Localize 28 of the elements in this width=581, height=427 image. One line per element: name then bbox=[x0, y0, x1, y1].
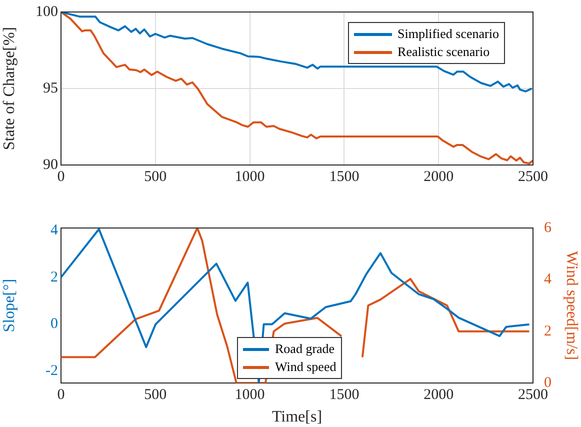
y-tick-label: 0 bbox=[50, 316, 58, 332]
y2-tick-label: 4 bbox=[544, 272, 552, 288]
x-tick-label: 1500 bbox=[329, 386, 360, 403]
y2-axis-title: Wind speed[m/s] bbox=[563, 250, 580, 360]
y-tick-label: 2 bbox=[50, 269, 58, 286]
y-tick-label: 90 bbox=[43, 156, 58, 173]
legend-label: Road grade bbox=[275, 341, 335, 357]
y-tick-label: 4 bbox=[50, 222, 58, 238]
x-tick-label: 2000 bbox=[424, 386, 454, 403]
y-axis-title: Slope[°] bbox=[0, 278, 18, 332]
x-axis-title: Time[s] bbox=[272, 408, 322, 426]
y-tick-label: -2 bbox=[46, 363, 58, 380]
y2-tick-label: 6 bbox=[544, 220, 552, 236]
x-tick-label: 500 bbox=[144, 386, 167, 403]
x-tick-label: 1500 bbox=[329, 168, 360, 185]
y-tick-label: 100 bbox=[36, 4, 58, 20]
x-tick-label: 2500 bbox=[518, 386, 548, 403]
x-tick-label: 1000 bbox=[234, 386, 265, 403]
x-tick-label: 2000 bbox=[424, 168, 454, 185]
y2-tick-label: 2 bbox=[544, 323, 552, 340]
x-tick-label: 2500 bbox=[518, 168, 548, 185]
legend-label: Wind speed bbox=[275, 359, 336, 375]
y-axis-title: State of Charge[%] bbox=[0, 26, 18, 150]
x-tick-label: 500 bbox=[144, 168, 167, 185]
legend-label: Simplified scenario bbox=[398, 26, 499, 42]
y-tick-label: 95 bbox=[43, 80, 58, 96]
x-tick-label: 1000 bbox=[234, 168, 265, 185]
legend-label: Realistic scenario bbox=[398, 44, 490, 60]
